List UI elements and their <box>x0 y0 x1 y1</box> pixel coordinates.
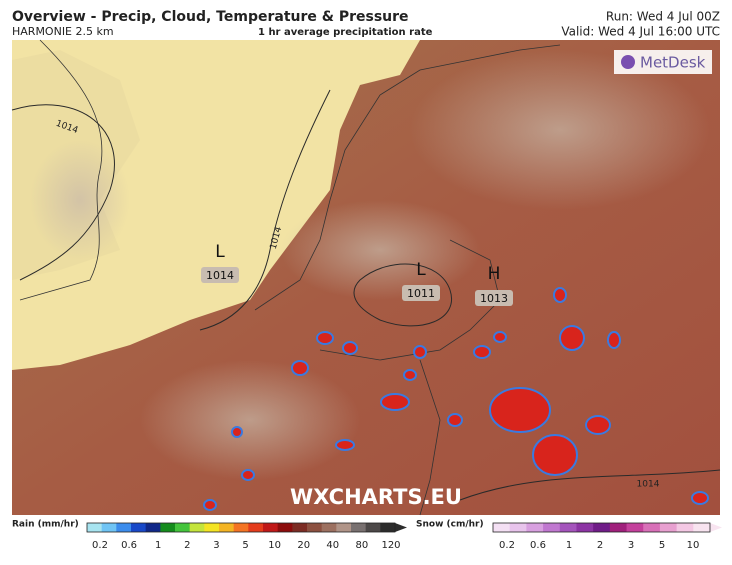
precip-cells <box>203 287 709 511</box>
label-box <box>402 285 440 301</box>
color-swatch <box>693 523 711 532</box>
pressure-centres: L 1014 L 1011 H 1013 <box>201 242 513 306</box>
colorbar-tick-label: 0.6 <box>121 540 137 551</box>
color-swatch <box>307 523 323 532</box>
pressure-symbol: H <box>488 264 501 284</box>
color-swatch <box>576 523 594 532</box>
colorbar-tick-label: 2 <box>184 540 190 551</box>
color-swatch <box>145 523 161 532</box>
color-swatch <box>509 523 527 532</box>
coastlines <box>19 39 561 516</box>
logo-icon <box>621 55 635 69</box>
color-swatch <box>101 523 117 532</box>
colorbar-outline <box>86 522 396 533</box>
color-swatch <box>175 523 191 532</box>
colorbar-tick-label: 40 <box>326 540 339 551</box>
subtitle: 1 hr average precipitation rate <box>258 27 433 38</box>
pressure-symbol: L <box>215 242 225 262</box>
rain-legend-title: Rain (mm/hr) <box>12 520 79 530</box>
logo: MetDesk <box>640 54 706 72</box>
color-swatch <box>131 523 147 532</box>
color-swatch <box>593 523 611 532</box>
color-swatch <box>189 523 205 532</box>
color-swatch <box>321 523 337 532</box>
color-swatch <box>526 523 544 532</box>
color-swatch <box>233 523 249 532</box>
color-swatch <box>248 523 264 532</box>
pressure-value: 1014 <box>206 269 234 282</box>
color-swatch <box>263 523 279 532</box>
color-swatch <box>365 523 381 532</box>
rain-colorbar: 0.2 0.6 1 2 3 5 10 20 40 80 120 <box>86 522 407 551</box>
color-swatch <box>609 523 628 532</box>
colorbar-tick-label: 1 <box>155 540 161 551</box>
isobar-label: 1014 <box>637 480 660 490</box>
colorbar-tick-label: 0.2 <box>92 540 108 551</box>
pressure-symbol: L <box>416 260 426 280</box>
color-swatch <box>116 523 132 532</box>
color-swatch <box>336 523 352 532</box>
colorbar-tick-label: 10 <box>268 540 281 551</box>
colorbar-arrow <box>710 523 722 532</box>
color-swatch <box>292 523 308 532</box>
watermark: WXCHARTS.EU <box>290 485 462 509</box>
color-swatch <box>380 523 396 532</box>
color-swatch <box>676 523 694 532</box>
cloud <box>280 200 480 300</box>
cloud <box>140 360 360 480</box>
colorbar-tick-label: 0.6 <box>530 540 546 551</box>
pressure-value: 1013 <box>480 292 508 305</box>
colorbar-tick-label: 5 <box>659 540 665 551</box>
colorbar-outline <box>492 522 711 533</box>
isobars <box>11 89 721 501</box>
snow-colorbar: 0.2 0.6 1 2 3 5 10 <box>492 522 722 551</box>
map: L 1014 L 1011 H 1013 1014 1014 1014 MetD… <box>11 39 721 516</box>
color-swatch <box>219 523 235 532</box>
cloud <box>410 50 710 210</box>
color-swatch <box>204 523 220 532</box>
color-swatch <box>493 523 511 532</box>
colorbar-tick-label: 120 <box>381 540 400 551</box>
colorbar-tick-label: 20 <box>297 540 310 551</box>
run-time: Run: Wed 4 Jul 00Z <box>606 10 720 24</box>
label-box <box>475 290 513 306</box>
color-swatch <box>277 523 293 532</box>
pressure-value: 1011 <box>407 287 435 300</box>
valid-time: Valid: Wed 4 Jul 16:00 UTC <box>561 25 720 39</box>
snow-legend-title: Snow (cm/hr) <box>416 520 484 530</box>
color-swatch <box>626 523 644 532</box>
color-swatch <box>351 523 367 532</box>
color-swatch <box>160 523 176 532</box>
color-swatch <box>87 523 103 532</box>
cloud <box>30 140 130 260</box>
model: HARMONIE 2.5 km <box>12 25 114 38</box>
colorbar-tick-label: 1 <box>566 540 572 551</box>
colorbar-arrow <box>395 523 407 532</box>
colorbar-tick-label: 80 <box>356 540 369 551</box>
title: Overview - Precip, Cloud, Temperature & … <box>12 9 409 25</box>
color-swatch <box>543 523 561 532</box>
color-swatch <box>643 523 661 532</box>
label-box <box>201 267 239 283</box>
colorbar-tick-label: 0.2 <box>499 540 515 551</box>
colorbar-tick-label: 10 <box>687 540 700 551</box>
colorbar-tick-label: 3 <box>213 540 219 551</box>
colorbar-tick-label: 2 <box>597 540 603 551</box>
color-swatch <box>659 523 678 532</box>
colorbar-tick-label: 5 <box>242 540 248 551</box>
color-swatch <box>559 523 577 532</box>
colorbar-tick-label: 3 <box>628 540 634 551</box>
